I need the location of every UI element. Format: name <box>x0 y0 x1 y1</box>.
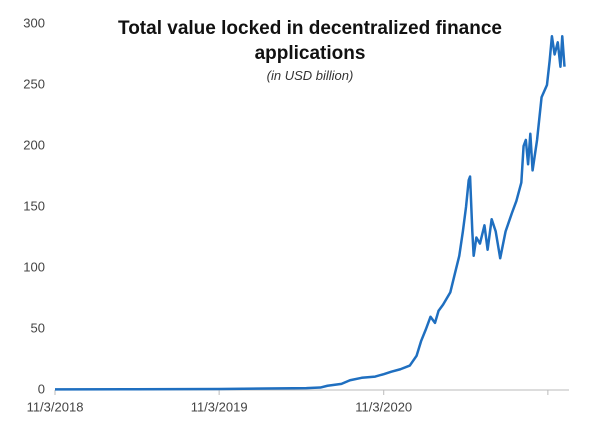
y-tick-label: 0 <box>38 381 45 396</box>
y-tick-label: 50 <box>31 320 45 335</box>
y-tick-label: 200 <box>23 137 45 152</box>
x-tick-label: 11/3/2020 <box>355 399 412 414</box>
y-tick-label: 150 <box>23 198 45 213</box>
y-tick-label: 300 <box>23 15 45 30</box>
chart-subtitle: (in USD billion) <box>266 68 354 83</box>
x-tick-label: 11/3/2018 <box>27 399 84 414</box>
x-tick-label: 11/3/2019 <box>191 399 248 414</box>
y-tick-label: 250 <box>23 76 45 91</box>
y-tick-label: 100 <box>23 259 45 274</box>
chart-title: Total value locked in decentralized fina… <box>118 18 502 64</box>
data-line <box>54 34 566 391</box>
